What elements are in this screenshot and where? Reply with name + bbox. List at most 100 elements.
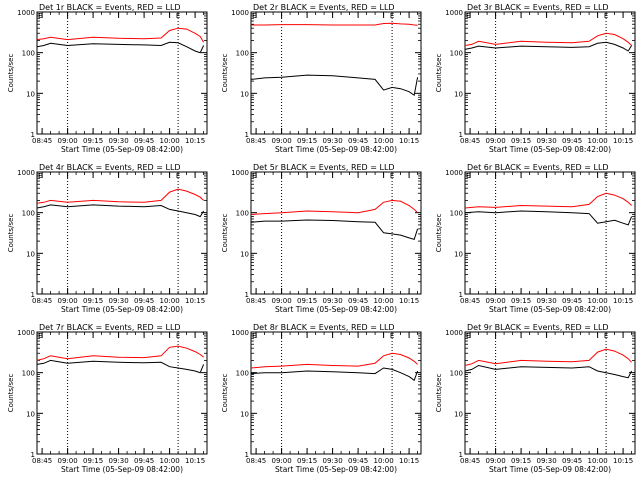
y-tick-label: 10 (240, 90, 249, 98)
x-tick-label: 10:00 (160, 137, 180, 145)
x-tick-label: 08:45 (460, 457, 480, 465)
plot-frame (464, 171, 636, 295)
x-tick-label: 09:45 (134, 457, 154, 465)
y-axis-title: Counts/sec (7, 374, 15, 413)
x-tick-label: 09:45 (348, 297, 368, 305)
x-tick-label: 09:30 (537, 457, 557, 465)
panel-title: Det 8r BLACK = Events, RED = LLD (253, 323, 395, 332)
marker-label: E (38, 172, 42, 180)
plot-frame (250, 331, 422, 455)
x-tick-label: 09:15 (511, 297, 531, 305)
x-tick-label: 09:15 (297, 457, 317, 465)
x-tick-label: 09:00 (486, 297, 506, 305)
y-axis-title: Counts/sec (221, 214, 229, 253)
y-tick-label: 100 (450, 50, 463, 58)
x-tick-label: 09:30 (323, 457, 343, 465)
marker-label: E (252, 332, 256, 340)
y-tick-label: 100 (236, 370, 249, 378)
x-tick-label: 09:15 (83, 297, 103, 305)
x-tick-label: 10:15 (399, 457, 419, 465)
y-axis-title: Counts/sec (7, 214, 15, 253)
lld-series-line (464, 348, 632, 366)
x-tick-label: 10:00 (588, 137, 608, 145)
y-tick-label: 1000 (445, 169, 463, 177)
panel-title: Det 3r BLACK = Events, RED = LLD (467, 3, 609, 12)
detector-panel: Det 7r BLACK = Events, RED = LLD 1 10 100 10… (7, 323, 208, 474)
x-tick-label: 09:00 (486, 457, 506, 465)
plot-frame (250, 11, 422, 135)
x-tick-label: 08:45 (32, 297, 52, 305)
panel-title: Det 4r BLACK = Events, RED = LLD (39, 163, 181, 172)
x-tick-label: 10:00 (588, 457, 608, 465)
events-series-line (36, 359, 205, 374)
panel-title: Det 5r BLACK = Events, RED = LLD (253, 163, 395, 172)
detector-panel: Det 6r BLACK = Events, RED = LLD 1 10 100 10… (435, 163, 636, 314)
x-tick-label: 08:45 (32, 457, 52, 465)
x-tick-label: 10:15 (613, 297, 633, 305)
panel-title: Det 6r BLACK = Events, RED = LLD (467, 163, 609, 172)
y-tick-label: 10 (240, 250, 249, 258)
x-tick-label: 09:00 (486, 137, 506, 145)
lld-series-line (36, 188, 204, 204)
x-tick-label: 09:45 (348, 457, 368, 465)
events-series-line (464, 364, 633, 379)
events-series-line (36, 204, 205, 218)
y-tick-label: 10 (454, 410, 463, 418)
x-axis-title: Start Time (05-Sep-09 08:42:00) (275, 465, 397, 474)
marker-label: E (466, 332, 470, 340)
x-tick-label: 09:45 (562, 297, 582, 305)
x-tick-label: 09:00 (58, 457, 78, 465)
y-axis-title: Counts/sec (221, 374, 229, 413)
x-tick-label: 09:15 (511, 457, 531, 465)
x-tick-label: 10:15 (613, 457, 633, 465)
x-tick-label: 09:00 (58, 137, 78, 145)
y-tick-label: 1 (31, 291, 35, 299)
x-tick-label: 10:15 (613, 137, 633, 145)
detector-panel: Det 4r BLACK = Events, RED = LLD 1 10 100 10… (7, 163, 208, 314)
y-tick-label: 1000 (231, 169, 249, 177)
x-tick-label: 10:15 (185, 457, 205, 465)
x-axis-title: Start Time (05-Sep-09 08:42:00) (489, 305, 611, 314)
y-tick-label: 1 (459, 291, 463, 299)
x-tick-label: 09:15 (83, 137, 103, 145)
lld-series-line (464, 32, 632, 46)
events-series-line (250, 219, 419, 241)
x-tick-label: 08:45 (460, 137, 480, 145)
x-tick-label: 09:45 (134, 297, 154, 305)
x-tick-label: 09:30 (109, 297, 129, 305)
y-tick-label: 1000 (17, 9, 35, 17)
y-axis-title: Counts/sec (435, 54, 443, 93)
x-tick-label: 10:00 (160, 297, 180, 305)
lld-series-line (36, 27, 205, 43)
panel-title: Det 9r BLACK = Events, RED = LLD (467, 323, 609, 332)
y-tick-label: 1000 (17, 329, 35, 337)
x-tick-label: 08:45 (460, 297, 480, 305)
x-tick-label: 09:45 (134, 137, 154, 145)
events-series-line (36, 41, 205, 54)
x-axis-title: Start Time (05-Sep-09 08:42:00) (275, 305, 397, 314)
y-axis-title: Counts/sec (221, 54, 229, 93)
x-tick-label: 09:00 (58, 297, 78, 305)
events-series-line (250, 367, 419, 382)
y-tick-label: 10 (240, 410, 249, 418)
x-axis-title: Start Time (05-Sep-09 08:42:00) (61, 145, 183, 154)
y-tick-label: 1 (31, 131, 35, 139)
y-tick-label: 1 (459, 451, 463, 459)
y-tick-label: 100 (22, 210, 35, 218)
y-tick-label: 10 (26, 410, 35, 418)
x-tick-label: 10:15 (185, 137, 205, 145)
events-series-line (250, 74, 419, 97)
marker-label: E (252, 12, 256, 20)
x-tick-label: 10:00 (374, 457, 394, 465)
y-axis-title: Counts/sec (435, 374, 443, 413)
x-tick-label: 08:45 (246, 457, 266, 465)
lld-series-line (251, 22, 418, 26)
x-tick-label: 10:15 (185, 297, 205, 305)
x-axis-title: Start Time (05-Sep-09 08:42:00) (61, 305, 183, 314)
x-tick-label: 09:15 (511, 137, 531, 145)
x-tick-label: 09:45 (562, 137, 582, 145)
x-tick-label: 09:45 (562, 457, 582, 465)
lld-series-line (464, 192, 632, 209)
x-tick-label: 08:45 (32, 137, 52, 145)
x-tick-label: 10:00 (374, 297, 394, 305)
